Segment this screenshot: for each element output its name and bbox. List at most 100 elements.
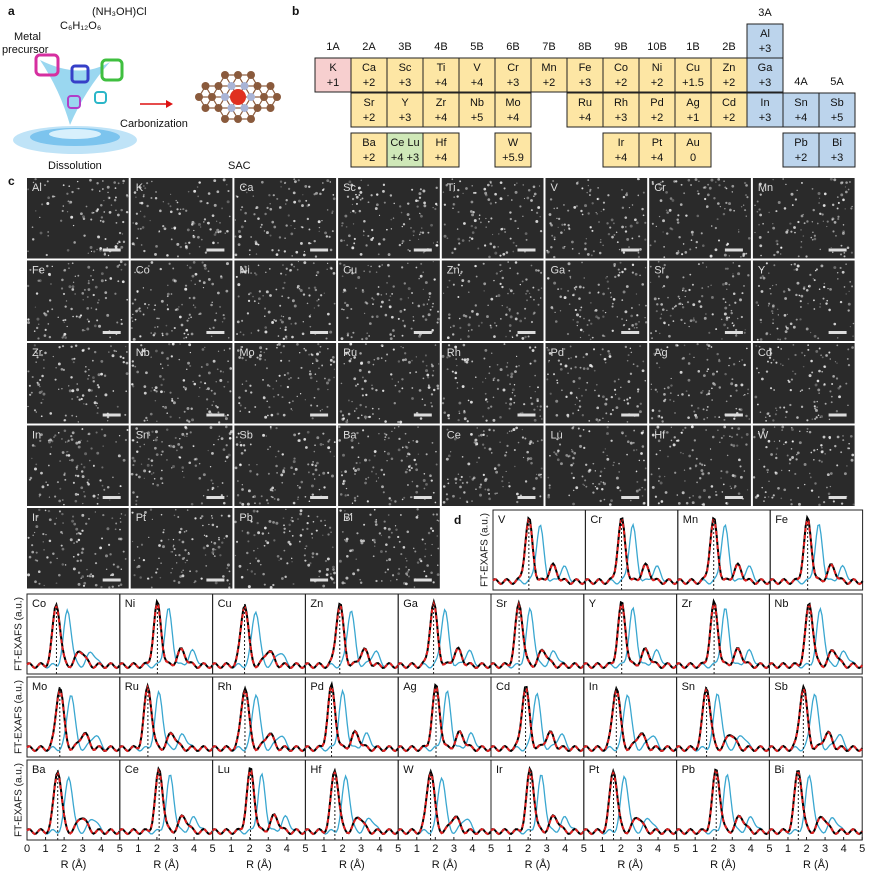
speckle	[490, 297, 494, 301]
speckle	[798, 294, 801, 297]
speckle	[423, 404, 427, 407]
speckle	[485, 226, 487, 228]
speckle	[125, 390, 128, 393]
speckle	[241, 346, 244, 348]
speckle	[148, 304, 150, 306]
speckle	[419, 274, 423, 278]
speckle	[494, 492, 497, 495]
speckle	[118, 231, 122, 235]
speckle	[602, 315, 605, 318]
speckle	[288, 401, 291, 404]
speckle	[96, 451, 100, 455]
speckle	[96, 235, 100, 238]
speckle	[362, 229, 365, 232]
speckle	[78, 315, 82, 319]
speckle	[134, 271, 136, 274]
speckle	[124, 263, 127, 266]
oxidation-state: +3	[759, 43, 772, 55]
speckle	[743, 285, 745, 287]
speckle	[689, 248, 692, 251]
speckle	[211, 547, 215, 551]
speckle	[641, 283, 645, 286]
speckle	[817, 414, 820, 416]
speckle	[575, 204, 579, 208]
speckle	[589, 338, 592, 341]
speckle	[178, 358, 181, 361]
speckle	[611, 305, 614, 308]
speckle	[122, 356, 125, 360]
speckle	[354, 499, 357, 502]
speckle	[276, 197, 279, 200]
speckle	[383, 432, 386, 435]
speckle	[597, 316, 600, 320]
speckle	[92, 494, 96, 498]
speckle	[609, 412, 613, 416]
speckle	[814, 407, 817, 410]
speckle	[836, 196, 839, 198]
x-axis-label: R (Å)	[339, 858, 365, 871]
speckle	[631, 307, 633, 309]
element-symbol: Mo	[505, 97, 520, 109]
speckle	[737, 231, 740, 233]
speckle	[54, 434, 57, 437]
speckle	[431, 529, 435, 532]
speckle	[767, 412, 770, 415]
speckle	[591, 202, 594, 205]
speckle	[302, 321, 304, 323]
speckle	[357, 186, 361, 190]
speckle	[804, 483, 806, 486]
speckle	[193, 458, 197, 461]
speckle	[600, 210, 602, 212]
speckle	[483, 446, 486, 450]
speckle	[355, 195, 359, 199]
speckle	[83, 581, 87, 585]
speckle	[599, 475, 602, 477]
speckle	[358, 368, 362, 372]
speckle	[505, 402, 507, 404]
speckle	[413, 586, 416, 588]
speckle	[467, 399, 470, 402]
speckle	[43, 359, 45, 361]
speckle	[43, 549, 45, 551]
speckle	[644, 488, 647, 491]
speckle	[185, 336, 188, 339]
speckle	[806, 430, 808, 433]
element-cell	[746, 57, 784, 93]
speckle	[411, 387, 414, 389]
speckle	[270, 428, 272, 430]
speckle	[227, 381, 229, 383]
speckle	[214, 581, 218, 585]
speckle	[575, 182, 579, 185]
speckle	[816, 400, 818, 403]
speckle	[517, 441, 520, 444]
speckle	[116, 565, 120, 569]
speckle	[415, 356, 417, 358]
speckle	[423, 487, 426, 490]
speckle	[201, 261, 204, 264]
speckle	[668, 334, 671, 338]
speckle	[210, 335, 213, 337]
speckle	[161, 441, 163, 443]
speckle	[92, 376, 95, 380]
speckle	[214, 231, 218, 234]
fit-curve-blue	[490, 774, 585, 835]
speckle	[693, 356, 695, 359]
speckle	[314, 478, 316, 480]
speckle	[550, 245, 553, 249]
speckle	[567, 455, 570, 458]
speckle	[435, 202, 438, 206]
speckle	[115, 522, 118, 525]
speckle	[417, 426, 419, 428]
speckle	[195, 570, 198, 573]
exafs-label: Ba	[32, 764, 46, 776]
speckle	[68, 267, 70, 269]
speckle	[326, 312, 330, 316]
speckle	[303, 347, 306, 350]
speckle	[434, 501, 437, 504]
speckle	[360, 541, 364, 545]
speckle	[250, 391, 253, 394]
speckle	[155, 571, 158, 574]
speckle	[458, 317, 461, 320]
speckle	[688, 325, 690, 328]
speckle	[392, 217, 395, 219]
